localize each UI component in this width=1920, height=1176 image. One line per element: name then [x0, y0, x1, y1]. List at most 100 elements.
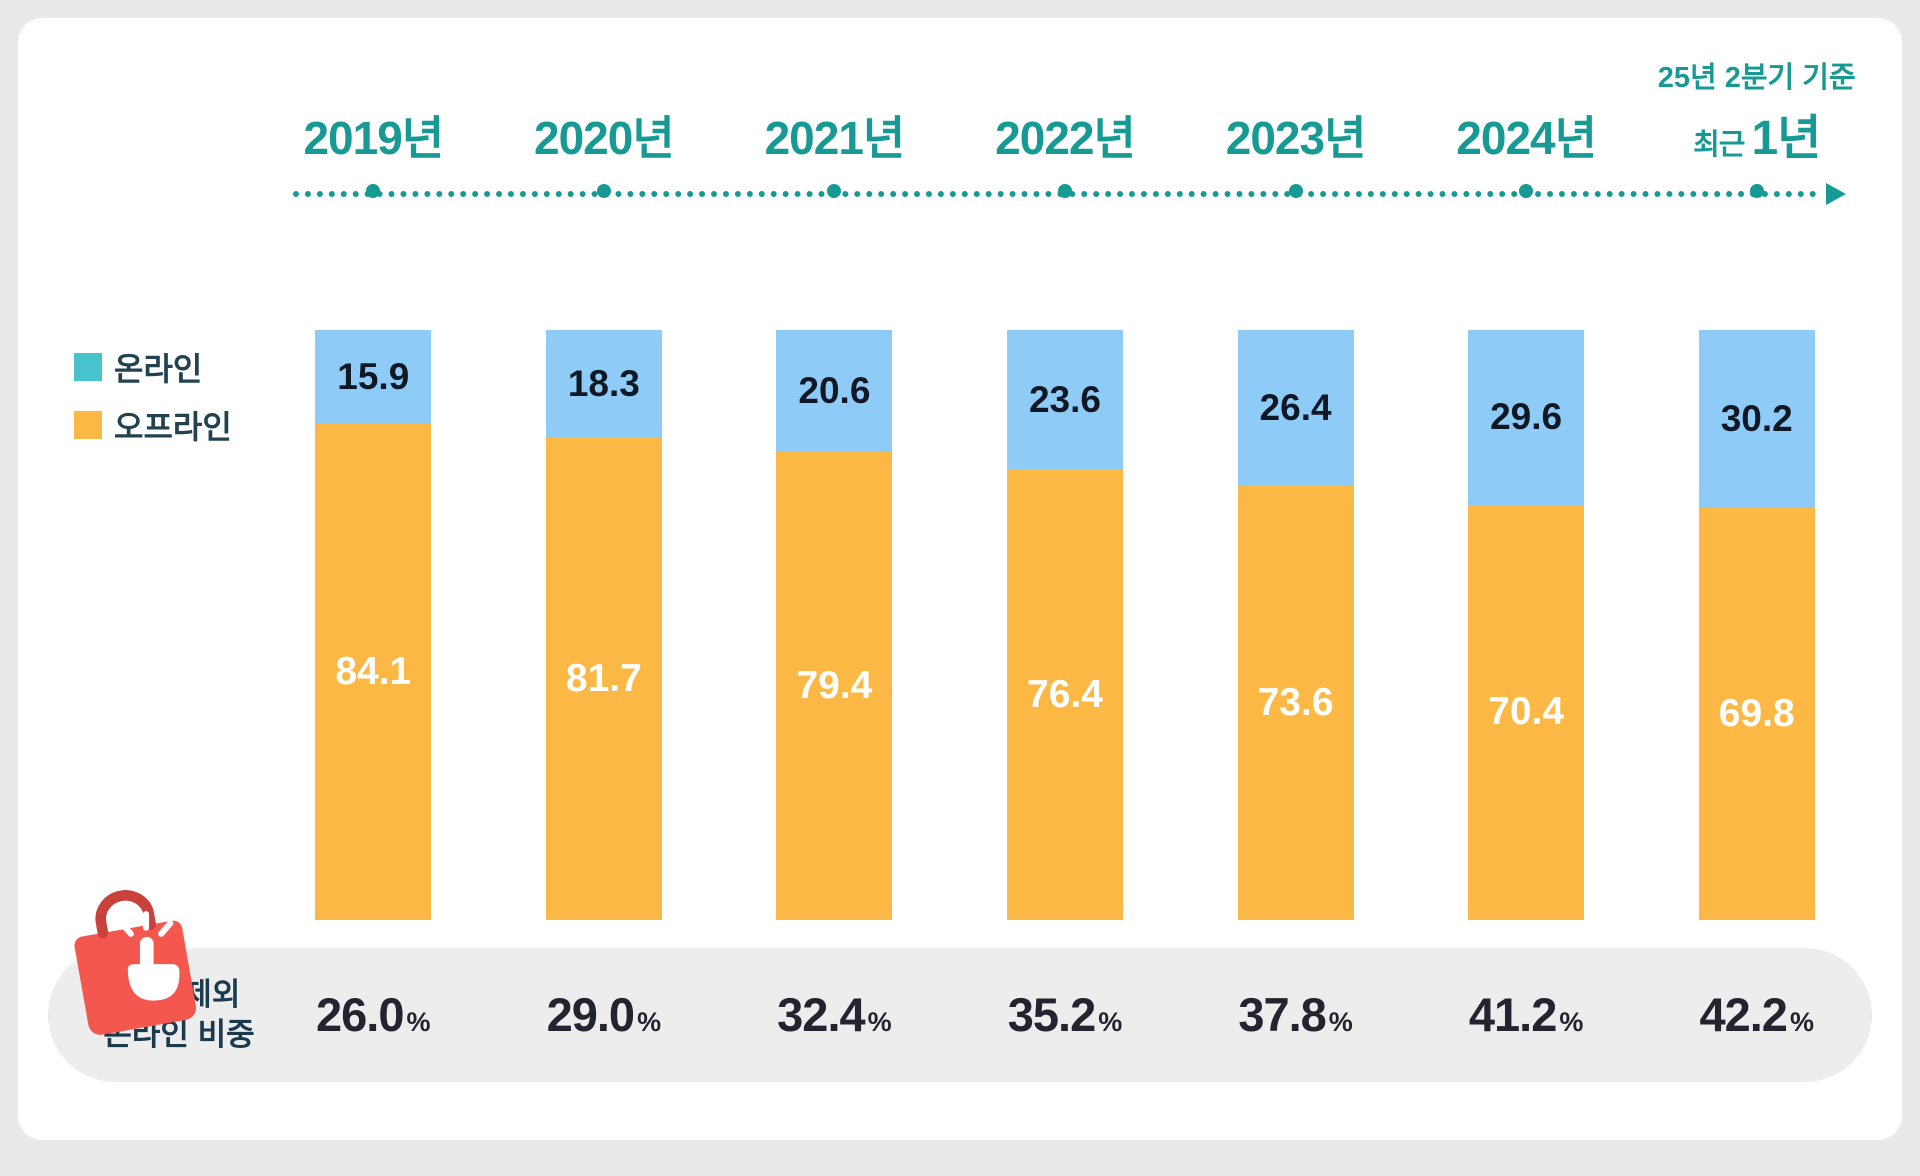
- year-label-block: 2020년: [534, 50, 675, 168]
- online-swatch-icon: [74, 353, 102, 381]
- offline-segment: 84.1: [315, 423, 432, 920]
- offline-value-label: 79.4: [796, 663, 873, 707]
- timeline-cell: 2021년: [719, 50, 950, 198]
- shopping-bag-click-icon: [56, 882, 197, 1035]
- chart-card: 2019년 2020년 2021년 2022년 2023년 2024년 25년 2분기 기준…: [18, 18, 1902, 1140]
- online-value-label: 18.3: [567, 362, 640, 404]
- offline-value-label: 84.1: [335, 649, 412, 693]
- timeline-dot-icon: [596, 184, 611, 198]
- offline-segment: 81.7: [545, 437, 662, 920]
- online-segment: 18.3: [545, 330, 662, 438]
- timeline-dot-icon: [1288, 184, 1303, 198]
- year-label-block: 2024년: [1456, 50, 1597, 168]
- percent-unit: %: [1098, 1007, 1123, 1038]
- timeline-dotted-line: [293, 191, 1817, 197]
- offline-segment: 73.6: [1237, 485, 1354, 920]
- offline-value-label: 73.6: [1257, 680, 1334, 724]
- bottom-value-cell: 41.2%: [1411, 987, 1642, 1042]
- year-label-block: 2023년: [1226, 50, 1367, 168]
- year-label: 최근 1년: [1693, 98, 1821, 168]
- legend-item-online: 온라인: [74, 344, 202, 390]
- bottom-value-cell: 35.2%: [950, 987, 1181, 1042]
- year-label: 2019년: [303, 112, 444, 164]
- timeline-cell: 2022년: [950, 50, 1181, 198]
- bar-column: 26.4 73.6: [1180, 330, 1411, 920]
- offline-segment: 69.8: [1698, 508, 1815, 920]
- stacked-bar: 30.2 69.8: [1698, 330, 1815, 920]
- online-segment: 20.6: [776, 330, 893, 452]
- timeline-dot-icon: [827, 184, 842, 198]
- year-label-block: 2021년: [764, 50, 906, 168]
- percent-unit: %: [1559, 1007, 1584, 1038]
- percent-unit: %: [1789, 1007, 1814, 1038]
- offline-value-label: 70.4: [1488, 690, 1565, 734]
- online-segment: 30.2: [1698, 330, 1815, 509]
- bar-column: 20.6 79.4: [719, 330, 950, 920]
- online-value-label: 15.9: [337, 355, 410, 397]
- online-share-value: 37.8: [1238, 988, 1326, 1042]
- percent-unit: %: [867, 1007, 892, 1038]
- online-segment: 26.4: [1237, 330, 1354, 486]
- offline-swatch-icon: [74, 411, 102, 439]
- stacked-bar: 29.6 70.4: [1468, 330, 1585, 920]
- online-share-value: 26.0: [316, 988, 404, 1042]
- legend-offline-label: 오프라인: [114, 409, 232, 445]
- legend: 온라인 오프라인: [48, 330, 258, 920]
- timeline: 2019년 2020년 2021년 2022년 2023년 2024년 25년 2분기 기준…: [48, 50, 1872, 205]
- bottom-value-cell: 37.8%: [1180, 987, 1411, 1042]
- online-value-label: 20.6: [798, 369, 871, 411]
- offline-value-label: 76.4: [1027, 672, 1103, 716]
- legend-item-offline: 오프라인: [74, 402, 232, 448]
- bar-chart: 온라인 오프라인 15.9 84.1 18.3 81.7 20.6 79.4 23.6 76.…: [48, 330, 1872, 920]
- online-share-pill: 신선 제외 온라인 비중 26.0%29.0%32.4%35.2%37.8%41…: [48, 882, 1872, 1082]
- bottom-value-cell: 32.4%: [719, 987, 950, 1042]
- online-share-value: 29.0: [546, 988, 635, 1042]
- online-value-label: 23.6: [1028, 378, 1101, 420]
- stacked-bar: 23.6 76.4: [1006, 330, 1123, 920]
- offline-segment: 70.4: [1468, 504, 1585, 920]
- legend-online-label: 온라인: [114, 351, 203, 387]
- percent-unit: %: [1328, 1007, 1353, 1038]
- bottom-value-cell: 26.0%: [258, 987, 489, 1042]
- year-label: 2021년: [764, 112, 906, 164]
- offline-value-label: 69.8: [1718, 692, 1795, 736]
- offline-segment: 79.4: [776, 451, 893, 920]
- year-label-main: 1년: [1751, 112, 1821, 165]
- offline-value-label: 81.7: [565, 656, 642, 700]
- stacked-bar: 20.6 79.4: [776, 330, 893, 920]
- bottom-value-cell: 42.2%: [1641, 987, 1872, 1042]
- timeline-dot-icon: [1519, 184, 1534, 198]
- online-share-value: 41.2: [1468, 988, 1557, 1042]
- timeline-left-spacer: [48, 50, 258, 198]
- bar-column: 29.6 70.4: [1411, 330, 1642, 920]
- timeline-dot-icon: [366, 184, 381, 198]
- year-label-block: 2019년: [303, 50, 444, 168]
- year-label: 2022년: [995, 112, 1136, 164]
- percent-unit: %: [406, 1007, 431, 1038]
- timeline-cell: 2023년: [1180, 50, 1411, 198]
- year-label-prefix: 최근: [1693, 129, 1752, 161]
- online-segment: 15.9: [315, 330, 432, 424]
- online-share-value: 42.2: [1699, 988, 1787, 1042]
- offline-segment: 76.4: [1006, 469, 1123, 920]
- timeline-cell: 2019년: [258, 50, 489, 198]
- year-label: 2024년: [1456, 112, 1597, 164]
- stacked-bar: 26.4 73.6: [1237, 330, 1354, 920]
- bar-column: 18.3 81.7: [489, 330, 720, 920]
- online-segment: 29.6: [1468, 330, 1585, 505]
- online-value-label: 26.4: [1259, 386, 1332, 428]
- percent-unit: %: [637, 1007, 662, 1038]
- bar-column: 15.9 84.1: [258, 330, 489, 920]
- bar-column: 23.6 76.4: [950, 330, 1181, 920]
- period-note-label: 25년 2분기 기준: [1657, 62, 1856, 94]
- online-value-label: 30.2: [1720, 398, 1793, 440]
- year-label: 2020년: [534, 112, 675, 164]
- stacked-bar: 15.9 84.1: [315, 330, 432, 920]
- online-value-label: 29.6: [1490, 396, 1563, 438]
- timeline-arrow-icon: [1826, 183, 1846, 205]
- bottom-value-cell: 29.0%: [489, 987, 720, 1042]
- timeline-dot-icon: [1749, 184, 1764, 198]
- online-segment: 23.6: [1006, 330, 1123, 470]
